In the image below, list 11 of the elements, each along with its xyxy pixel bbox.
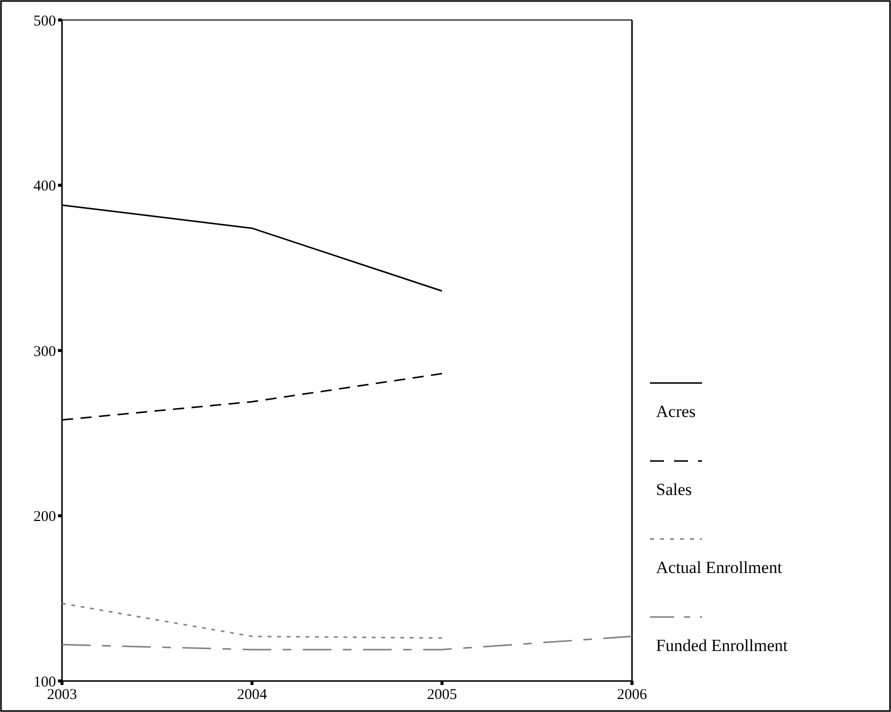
y-tick-label: 200: [34, 509, 56, 525]
y-tick-label: 300: [34, 344, 56, 360]
x-tick-label: 2006: [617, 687, 648, 703]
y-tick-label: 500: [34, 13, 56, 30]
legend-label: Funded Enrollment: [656, 636, 788, 655]
y-tick-label: 400: [34, 178, 56, 194]
x-tick-label: 2004: [237, 687, 268, 703]
x-tick-label: 2005: [427, 687, 457, 703]
legend-label: Actual Enrollment: [656, 558, 782, 577]
legend-label: Acres: [656, 402, 696, 421]
legend-label: Sales: [656, 480, 692, 499]
